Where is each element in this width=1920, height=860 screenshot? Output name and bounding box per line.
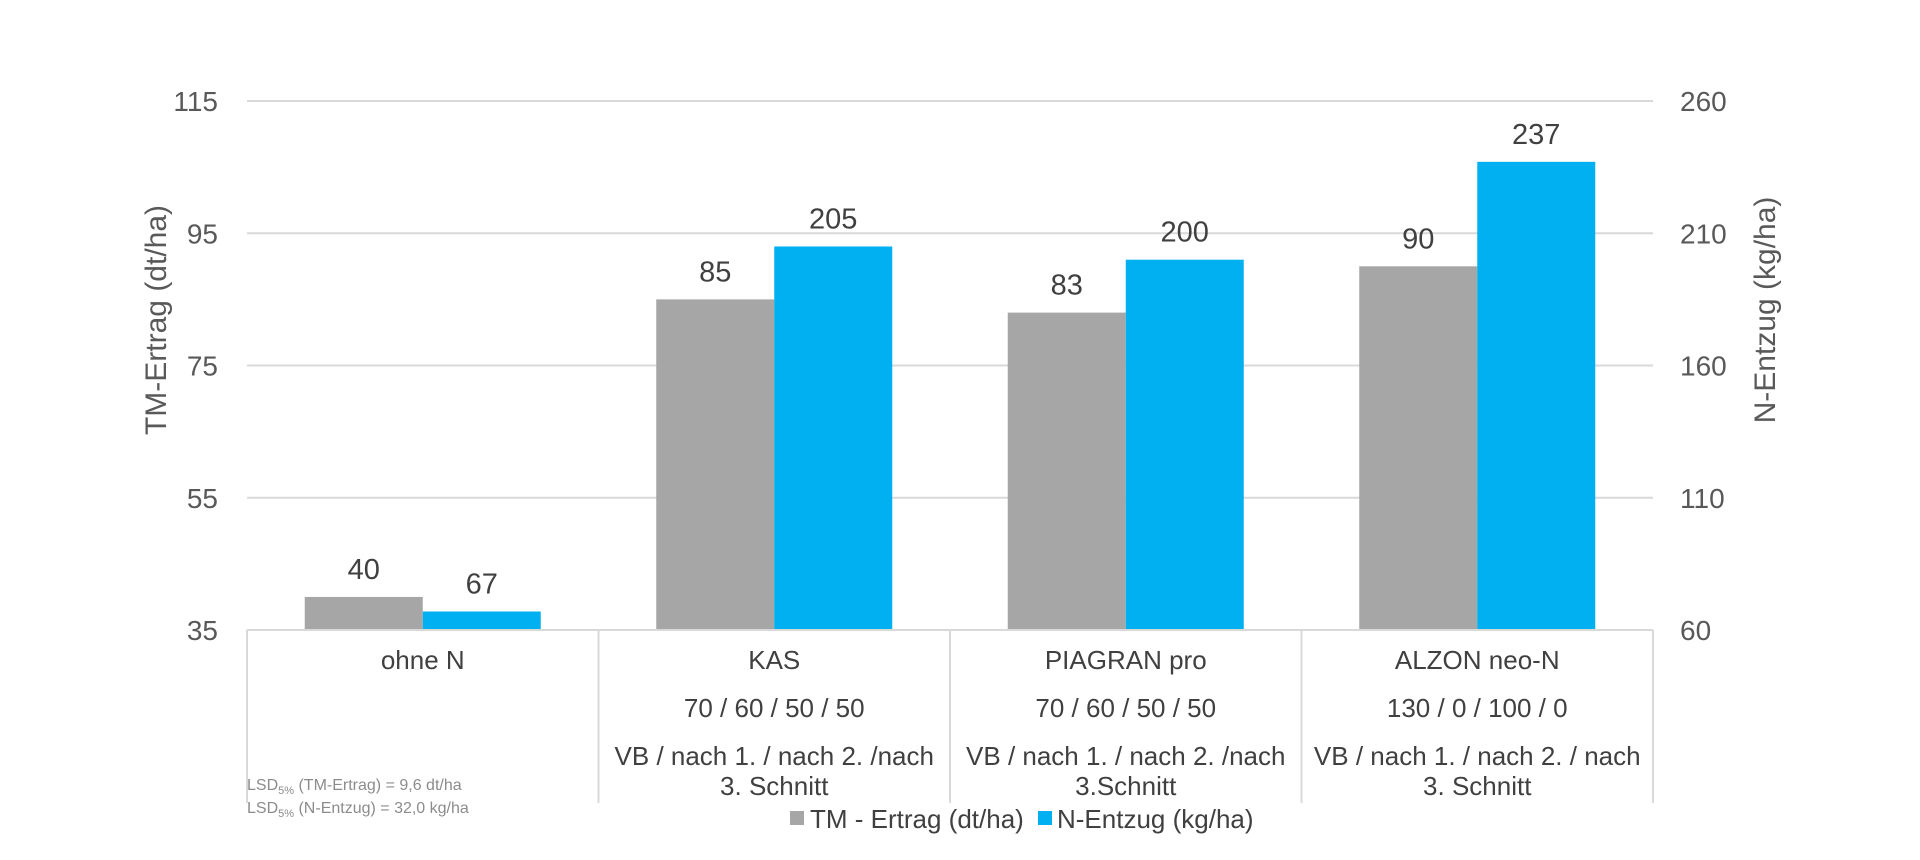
category-label: KAS	[748, 645, 800, 675]
left-axis-ticks: 35 55 75 95 115	[173, 86, 218, 646]
y-tick-right: 60	[1680, 615, 1711, 646]
data-label: 200	[1161, 217, 1209, 249]
category-label: ohne N	[381, 645, 465, 675]
legend: TM - Ertrag (dt/ha) N-Entzug (kg/ha)	[790, 804, 1254, 834]
y-tick-left: 35	[187, 615, 218, 646]
bar-n-entzug	[422, 611, 541, 630]
y-axis-title-right: N-Entzug (kg/ha)	[1749, 197, 1782, 424]
bar-n-entzug	[1477, 161, 1596, 630]
y-tick-right: 210	[1680, 218, 1727, 249]
bar-labels: 40 67 85 205 83 200 90 237	[348, 119, 1561, 601]
category-timing-line1: VB / nach 1. / nach 2. /nach	[966, 741, 1285, 771]
bar-n-entzug	[774, 246, 893, 630]
y-tick-right: 160	[1680, 351, 1727, 382]
y-tick-left: 75	[187, 351, 218, 382]
y-axis-title-left: TM-Ertrag (dt/ha)	[140, 205, 173, 435]
bar-tm-ertrag	[304, 596, 423, 630]
legend-label-tm-ertrag: TM - Ertrag (dt/ha)	[810, 804, 1024, 834]
lsd-note-2: LSD5% (N-Entzug) = 32,0 kg/ha	[247, 800, 469, 820]
y-tick-right: 110	[1680, 483, 1725, 514]
bar-tm-ertrag	[1007, 312, 1126, 630]
legend-label-n-entzug: N-Entzug (kg/ha)	[1057, 804, 1254, 834]
category-timing-line1: VB / nach 1. / nach 2. /nach	[615, 741, 934, 771]
category-timing-line2: 3. Schnitt	[1423, 771, 1532, 801]
category-rate: 130 / 0 / 100 / 0	[1387, 693, 1568, 723]
data-label: 237	[1512, 119, 1560, 151]
data-label: 205	[809, 203, 857, 235]
y-tick-left: 115	[173, 86, 218, 117]
bars	[304, 161, 1596, 630]
category-timing-line1: VB / nach 1. / nach 2. / nach	[1314, 741, 1641, 771]
y-tick-right: 260	[1680, 86, 1727, 117]
data-label: 83	[1051, 270, 1083, 302]
right-axis-ticks: 60 110 160 210 260	[1680, 86, 1727, 646]
legend-swatch-tm-ertrag	[790, 811, 804, 825]
category-label: PIAGRAN pro	[1045, 645, 1207, 675]
legend-swatch-n-entzug	[1038, 811, 1052, 825]
category-axis: ohne N KAS 70 / 60 / 50 / 50 VB / nach 1. /…	[246, 629, 1654, 803]
category-label: ALZON neo-N	[1395, 645, 1560, 675]
data-label: 85	[699, 256, 731, 288]
category-timing-line2: 3.Schnitt	[1075, 771, 1177, 801]
notes: LSD5% (TM-Ertrag) = 9,6 dt/ha LSD5% (N-E…	[247, 777, 469, 820]
lsd-note-1: LSD5% (TM-Ertrag) = 9,6 dt/ha	[247, 777, 462, 797]
data-label: 40	[348, 554, 380, 586]
y-tick-left: 95	[187, 218, 218, 249]
bar-n-entzug	[1125, 259, 1244, 630]
category-timing-line2: 3. Schnitt	[720, 771, 829, 801]
y-tick-left: 55	[187, 483, 218, 514]
data-label: 67	[466, 568, 498, 600]
category-rate: 70 / 60 / 50 / 50	[1035, 693, 1216, 723]
category-rate: 70 / 60 / 50 / 50	[684, 693, 865, 723]
bar-tm-ertrag	[656, 299, 775, 630]
data-label: 90	[1402, 223, 1434, 255]
bar-tm-ertrag	[1359, 266, 1478, 630]
